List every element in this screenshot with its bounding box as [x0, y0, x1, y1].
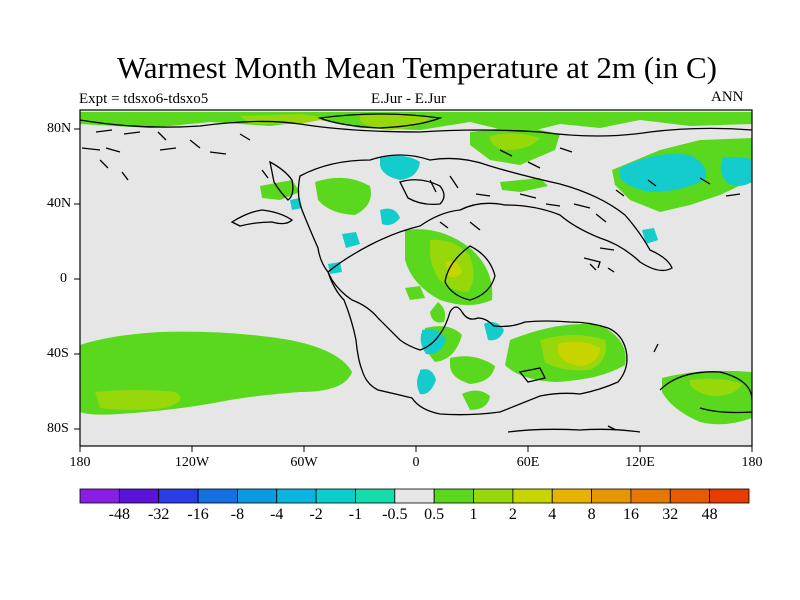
- map-plot-area: [80, 110, 752, 446]
- colorbar-label: 1: [469, 506, 478, 523]
- colorbar-label: 48: [701, 506, 718, 523]
- colorbar-label: -2: [309, 506, 323, 523]
- colorbar-swatch: [709, 488, 750, 504]
- x-tick-label: 0: [412, 455, 420, 470]
- x-tick-label: 120W: [174, 455, 210, 470]
- colorbar-label: -32: [148, 506, 170, 523]
- colorbar-label: 4: [548, 506, 557, 523]
- plot-title: Warmest Month Mean Temperature at 2m (in…: [117, 50, 717, 85]
- y-tick-label: 80N: [47, 121, 72, 136]
- colorbar-swatch: [394, 488, 435, 504]
- colorbar-label: -0.5: [382, 506, 408, 523]
- anomaly-fields-warmest: [446, 261, 600, 366]
- x-tick-label: 60W: [290, 455, 318, 470]
- colorbar-label: 16: [622, 506, 639, 523]
- colorbar-swatch: [551, 488, 592, 504]
- colorbar-swatch: [118, 488, 160, 504]
- y-tick-label: 80S: [47, 421, 69, 436]
- axis-ticks: [74, 128, 753, 452]
- y-tick-label: 0: [60, 271, 67, 286]
- colorbar-swatch: [315, 488, 356, 504]
- x-tick-label: 120E: [625, 455, 655, 470]
- colorbar-label: 2: [508, 506, 517, 523]
- colorbar-swatch: [79, 488, 120, 504]
- period-label: E.Jur - E.Jur: [371, 91, 446, 107]
- colorbar-label: -4: [270, 506, 284, 523]
- colorbar-label: -1: [348, 506, 363, 523]
- x-tick-label: 180: [69, 455, 91, 470]
- colorbar-swatch: [433, 488, 474, 504]
- colorbar-swatch: [355, 488, 396, 504]
- colorbar-swatch: [158, 488, 199, 504]
- colorbar-swatch: [669, 488, 711, 504]
- colorbar-label: -16: [187, 506, 209, 523]
- colorbar-swatch: [276, 488, 317, 504]
- island-fragments: [81, 129, 741, 431]
- colorbar-label: -48: [108, 506, 131, 523]
- colorbar: [79, 488, 750, 504]
- x-tick-label: 180: [741, 455, 763, 470]
- colorbar-label: -8: [230, 506, 245, 523]
- colorbar-label: 8: [587, 506, 596, 523]
- x-tick-label: 60E: [516, 455, 540, 470]
- y-tick-label: 40N: [47, 196, 72, 211]
- colorbar-swatch: [512, 488, 553, 504]
- colorbar-label: 0.5: [424, 506, 445, 523]
- season-label: ANN: [711, 89, 744, 105]
- colorbar-swatch: [591, 488, 632, 504]
- colorbar-swatch: [237, 488, 278, 504]
- colorbar-swatch: [473, 488, 514, 504]
- y-tick-label: 40S: [47, 346, 69, 361]
- colorbar-swatch: [630, 488, 671, 504]
- coastlines: [80, 113, 752, 433]
- colorbar-swatch: [197, 488, 238, 504]
- colorbar-label: 32: [662, 506, 679, 523]
- experiment-label: Expt = tdsxo6-tdsxo5: [79, 91, 209, 107]
